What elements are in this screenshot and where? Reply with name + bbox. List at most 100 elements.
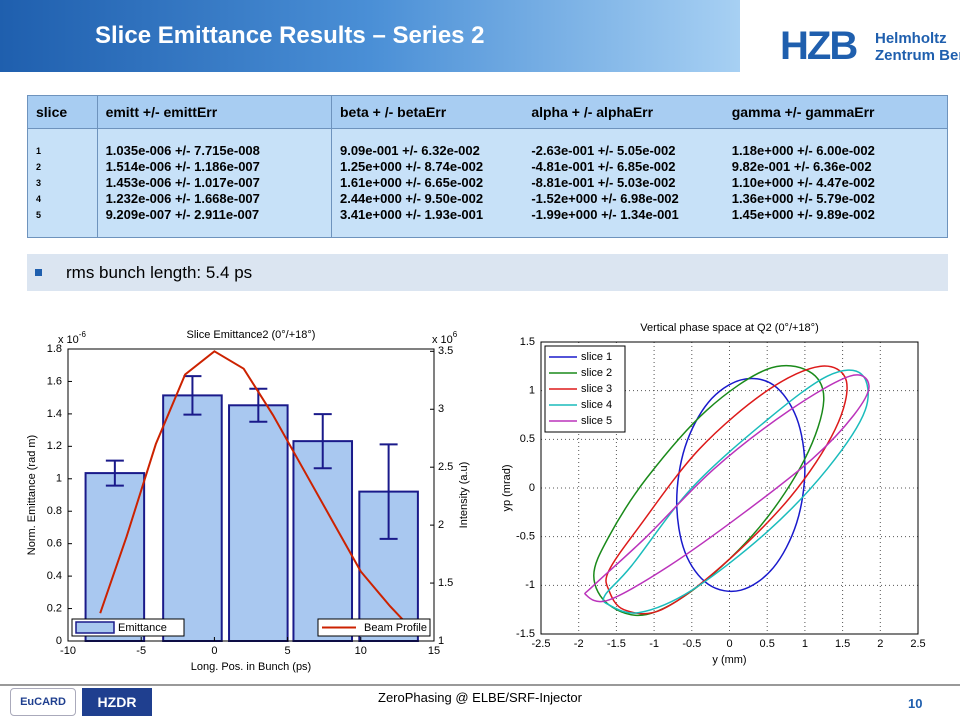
y-tick-label: 0 [529, 482, 535, 494]
cell-text: 2 [36, 162, 42, 172]
x-tick-label: 1.5 [835, 638, 850, 650]
cell-text: 1 [36, 146, 42, 156]
multiplier-base: x 10 [432, 334, 453, 346]
cell-text: 1.232e-006 +/- 1.668e-007 [105, 191, 260, 206]
y-tick-label: -0.5 [516, 531, 535, 543]
legend-swatch [75, 621, 115, 634]
x-axis-label: y (mm) [712, 654, 746, 666]
ellipse-line [605, 365, 848, 615]
y-tick-label: -1.5 [516, 628, 535, 640]
cell-text: 2.44e+000 +/- 9.50e-002 [339, 191, 484, 206]
body-cell: 1 2 3 4 5 [27, 128, 98, 238]
results-table: slice emitt +/- emittErr beta + /- betaErr… [27, 95, 948, 238]
cell-text: 4 [36, 194, 42, 204]
x-tick-label: 0 [726, 638, 732, 650]
body-cell: 1.035e-006 +/- 7.715e-008 1.514e-006 +/- … [96, 128, 332, 238]
charts: Slice Emittance2 (0°/+18°) 0 0.2 0.4 0.6 0.8 1… [26, 322, 926, 673]
footer-line [0, 684, 960, 686]
y-tick-label: 1 [56, 473, 62, 485]
x-tick-label: 15 [428, 645, 440, 657]
legend-label: Emittance [118, 622, 167, 634]
y-axis-label: Norm. Emittance (rad m) [26, 435, 38, 555]
header-cell: beta + /- betaErr [331, 95, 524, 129]
x-tick-label: -1 [649, 638, 659, 650]
y-axis-label: yp (mrad) [501, 464, 513, 511]
x-tick-label: -1.5 [607, 638, 626, 650]
y2-tick-label: 3.5 [438, 345, 453, 357]
x-tick-label: -2.5 [532, 638, 551, 650]
bar [228, 404, 289, 643]
logo-line: Zentrum Berlin [875, 47, 960, 64]
x-tick-label: 10 [355, 645, 367, 657]
error-bar [313, 413, 332, 470]
y-tick-label: 1.4 [47, 408, 62, 420]
chart-title: Slice Emittance2 (0°/+18°) [187, 329, 316, 341]
cell-text: 9.09e-001 +/- 6.32e-002 [339, 143, 480, 158]
axis-multiplier: x 106 [432, 330, 458, 346]
logo-hzdr: HZDR [82, 688, 152, 716]
bullet-marker [35, 269, 42, 277]
x-tick-label: 2.5 [910, 638, 925, 650]
cell-text: 3 [36, 178, 42, 188]
multiplier-base: x 10 [58, 334, 79, 346]
cell-text: 1.514e-006 +/- 1.186e-007 [105, 159, 260, 174]
x-tick-label: 1 [802, 638, 808, 650]
cell-text: 1.25e+000 +/- 8.74e-002 [339, 159, 484, 174]
x-axis-label: Long. Pos. in Bunch (ps) [191, 661, 311, 673]
cell-text: -1.99e+000 +/- 1.34e-001 [531, 207, 679, 222]
error-bar [249, 387, 268, 423]
body-cell: 1.18e+000 +/- 6.00e-002 9.82e-001 +/- 6.3… [723, 128, 948, 238]
y-tick-label: 0.6 [47, 538, 62, 550]
y-tick-label: 0.5 [520, 433, 535, 445]
header-row: slice emitt +/- emittErr beta + /- betaErr… [27, 95, 948, 129]
logo-eucard: EuCARD [10, 688, 76, 716]
chart-title: Vertical phase space at Q2 (0°/+18°) [640, 322, 818, 334]
cell-text: -1.52e+000 +/- 6.98e-002 [531, 191, 679, 206]
y2-tick-label: 3 [438, 403, 444, 415]
legend-label: slice 2 [581, 367, 612, 379]
y-tick-label: 0.4 [47, 570, 62, 582]
logo-line: Helmholtz [875, 30, 947, 47]
cell-text: -8.81e-001 +/- 5.03e-002 [531, 175, 676, 190]
cell-text: 9.209e-007 +/- 2.911e-007 [105, 207, 260, 222]
header-cell: slice [27, 95, 98, 129]
y-tick-label: 1.2 [47, 440, 62, 452]
legend-label: slice 5 [581, 415, 612, 427]
y2-tick-label: 1 [438, 635, 444, 647]
header-cell: alpha + /- alphaErr [523, 95, 724, 129]
cell-text: 1.36e+000 +/- 5.79e-002 [731, 191, 875, 206]
header-cell: gamma +/- gammaErr [723, 95, 948, 129]
y-tick-label: -1 [525, 579, 535, 591]
axis-multiplier: x 10-6 [58, 330, 86, 346]
legend-label: slice 4 [581, 399, 612, 411]
bullet: rms bunch length: 5.4 ps [27, 254, 948, 291]
bullet-text: rms bunch length: 5.4 ps [66, 263, 253, 282]
y2-tick-label: 2.5 [438, 461, 453, 473]
header-cell: emitt +/- emittErr [96, 95, 332, 129]
profile-line [99, 350, 413, 631]
x-tick-label: 0.5 [760, 638, 775, 650]
y-tick-label: 0.8 [47, 505, 62, 517]
y-tick-label: 0.2 [47, 602, 62, 614]
legend-box [317, 618, 431, 637]
x-tick-label: -5 [136, 645, 146, 657]
x-tick-label: 5 [285, 645, 291, 657]
y-tick-label: 1.6 [47, 375, 62, 387]
cell-text: 3.41e+000 +/- 1.93e-001 [339, 207, 484, 222]
cell-text: 1.10e+000 +/- 4.47e-002 [731, 175, 875, 190]
cell-text: 1.45e+000 +/- 9.89e-002 [731, 207, 875, 222]
ellipse-line [602, 369, 869, 614]
legend-label: slice 1 [581, 351, 612, 363]
body-row: 1 2 3 4 5 1.035e-006 +/- 7.715e-008 1.514e-006… [27, 128, 948, 238]
cell-text: -2.63e-001 +/- 5.05e-002 [531, 143, 676, 158]
body-cell: 9.09e-001 +/- 6.32e-002 1.25e+000 +/- 8.7… [330, 128, 524, 238]
bar [292, 440, 354, 642]
bar [162, 394, 223, 642]
cell-text: 1.453e-006 +/- 1.017e-007 [105, 175, 260, 190]
y2-tick-label: 2 [438, 519, 444, 531]
cell-text: 1.18e+000 +/- 6.00e-002 [731, 143, 875, 158]
multiplier-exponent: 6 [453, 330, 458, 339]
y-tick-label: 0 [56, 635, 62, 647]
